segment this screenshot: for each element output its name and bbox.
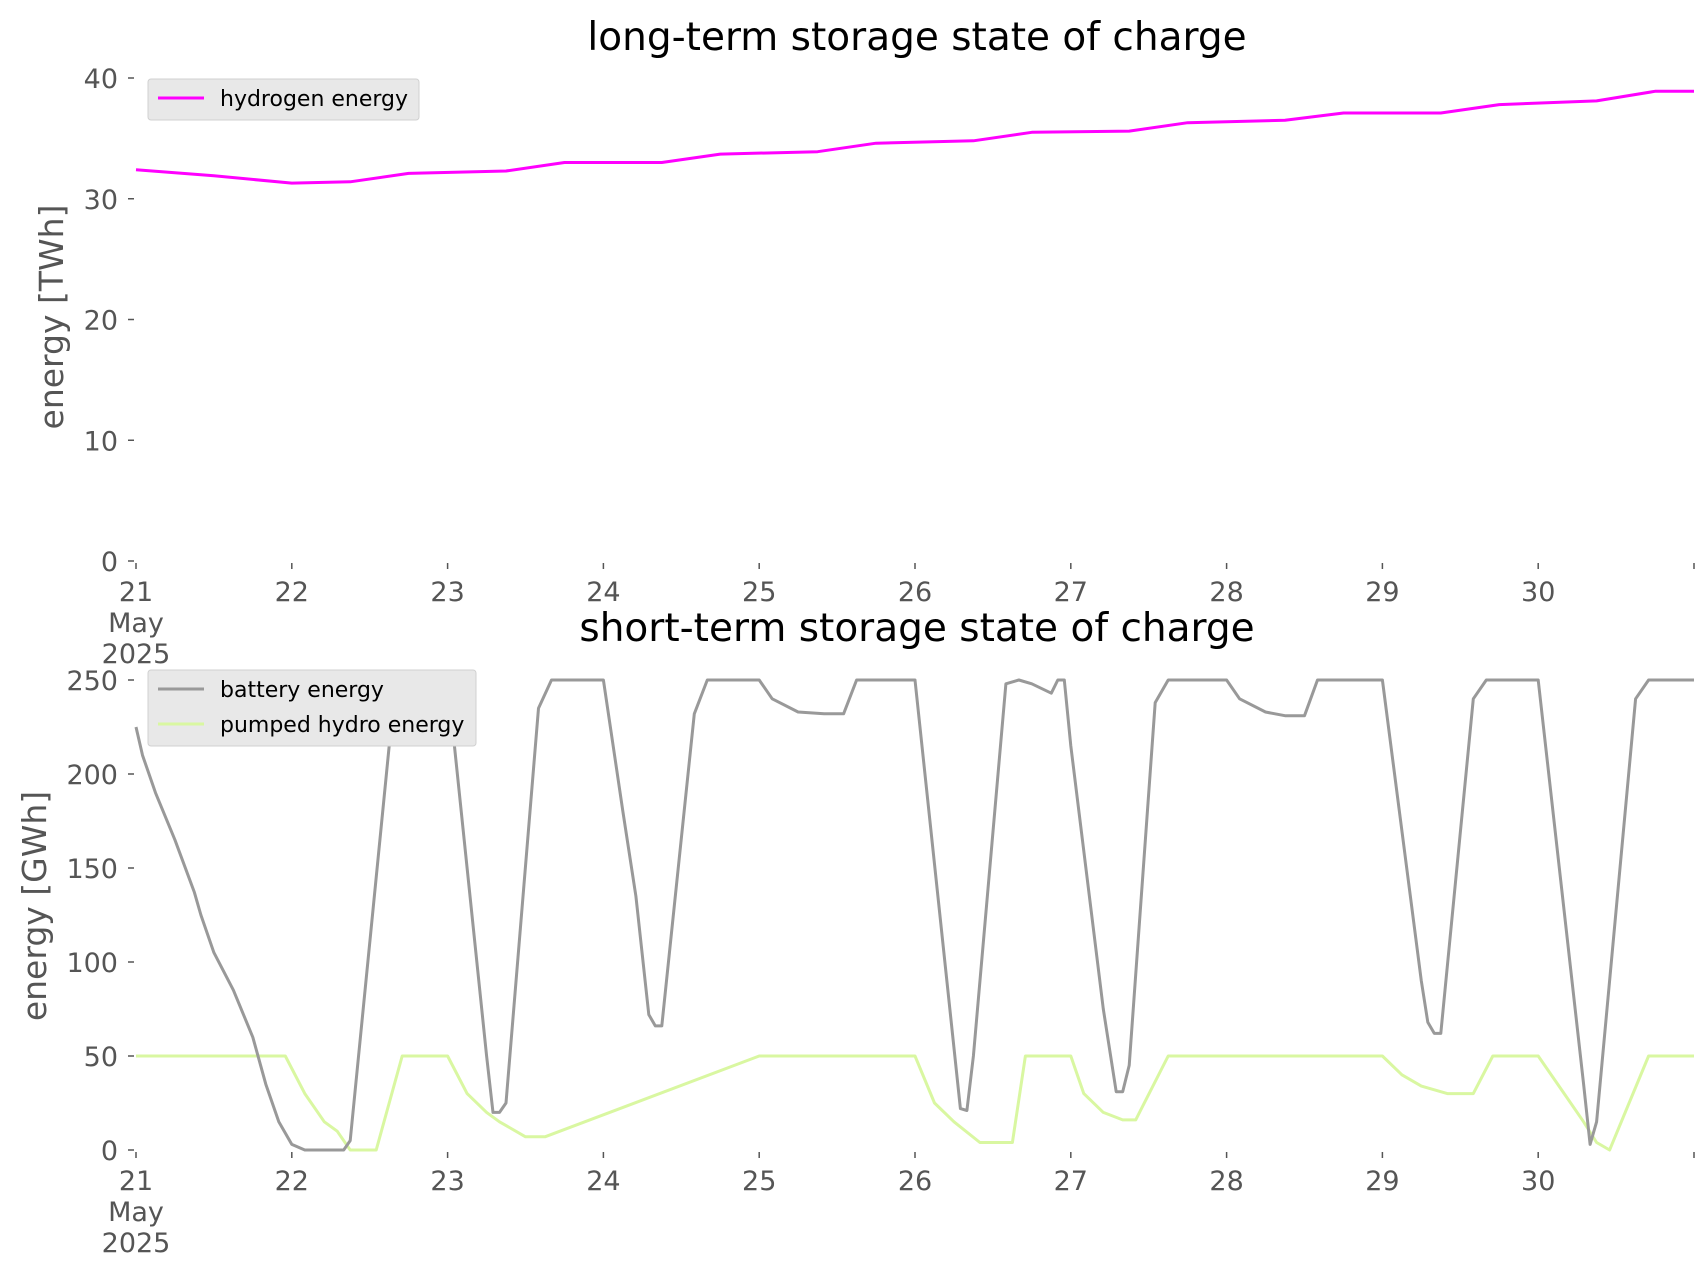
y-tick-label: 150 — [66, 854, 118, 885]
chart-title: long-term storage state of charge — [587, 15, 1246, 60]
y-tick-label: 0 — [101, 1136, 118, 1167]
series-line-pumped-hydro-energy — [136, 1054, 1694, 1152]
legend-label-pumped-hydro: pumped hydro energy — [220, 713, 464, 738]
x-tick-label: 21 — [119, 577, 153, 608]
plot-area — [135, 89, 1694, 185]
x-tick-label: 29 — [1365, 577, 1399, 608]
y-tick-label: 50 — [84, 1042, 118, 1073]
series-line-hydrogen-energy — [135, 89, 1694, 185]
y-tick-label: 0 — [101, 547, 118, 578]
y-tick-label: 200 — [66, 760, 118, 791]
y-tick-label: 40 — [84, 64, 118, 95]
x-tick-label: 28 — [1209, 577, 1243, 608]
y-tick-label: 30 — [84, 185, 118, 216]
x-tick-label: 2025 — [102, 639, 171, 670]
y-axis: 0 10 20 30 40 — [84, 64, 134, 578]
legend-box — [147, 78, 420, 121]
x-tick-label: 21 — [119, 1166, 153, 1197]
legend-label-battery: battery energy — [220, 678, 384, 703]
legend-label-hydrogen: hydrogen energy — [220, 87, 408, 112]
x-tick-label: 30 — [1521, 577, 1555, 608]
y-tick-label: 20 — [84, 306, 118, 337]
series-line-battery-energy — [134, 678, 1694, 1152]
legend-box — [147, 669, 477, 747]
x-tick-label: 27 — [1054, 1166, 1088, 1197]
panel-long-term: long-term storage state of charge energy… — [32, 15, 1695, 670]
x-tick-label: 30 — [1521, 1166, 1555, 1197]
x-tick-label: 23 — [430, 1166, 464, 1197]
legend: battery energy pumped hydro energy — [147, 669, 477, 747]
y-tick-label: 10 — [84, 426, 118, 457]
x-tick-label: 22 — [275, 1166, 309, 1197]
x-tick-label: 23 — [430, 577, 464, 608]
y-tick-label: 100 — [66, 948, 118, 979]
panel-short-term: short-term storage state of charge energ… — [15, 606, 1695, 1259]
x-tick-label: May — [108, 1197, 164, 1228]
plot-area — [134, 678, 1694, 1152]
x-tick-label: 24 — [586, 1166, 620, 1197]
y-axis: 0 50 100 150 200 250 — [66, 666, 134, 1167]
y-axis-label: energy [TWh] — [32, 205, 71, 430]
y-tick-label: 250 — [66, 666, 118, 697]
x-tick-label: 22 — [275, 577, 309, 608]
x-tick-label: May — [108, 608, 164, 639]
chart-title: short-term storage state of charge — [579, 606, 1254, 651]
x-tick-label: 28 — [1209, 1166, 1243, 1197]
x-tick-label: 25 — [742, 1166, 776, 1197]
x-tick-label: 26 — [898, 577, 932, 608]
legend: hydrogen energy — [147, 78, 420, 121]
y-axis-label: energy [GWh] — [15, 791, 54, 1021]
x-tick-label: 27 — [1054, 577, 1088, 608]
x-tick-label: 26 — [898, 1166, 932, 1197]
x-tick-label: 24 — [586, 577, 620, 608]
x-tick-label: 29 — [1365, 1166, 1399, 1197]
x-tick-label: 25 — [742, 577, 776, 608]
x-tick-label: 2025 — [102, 1228, 171, 1259]
